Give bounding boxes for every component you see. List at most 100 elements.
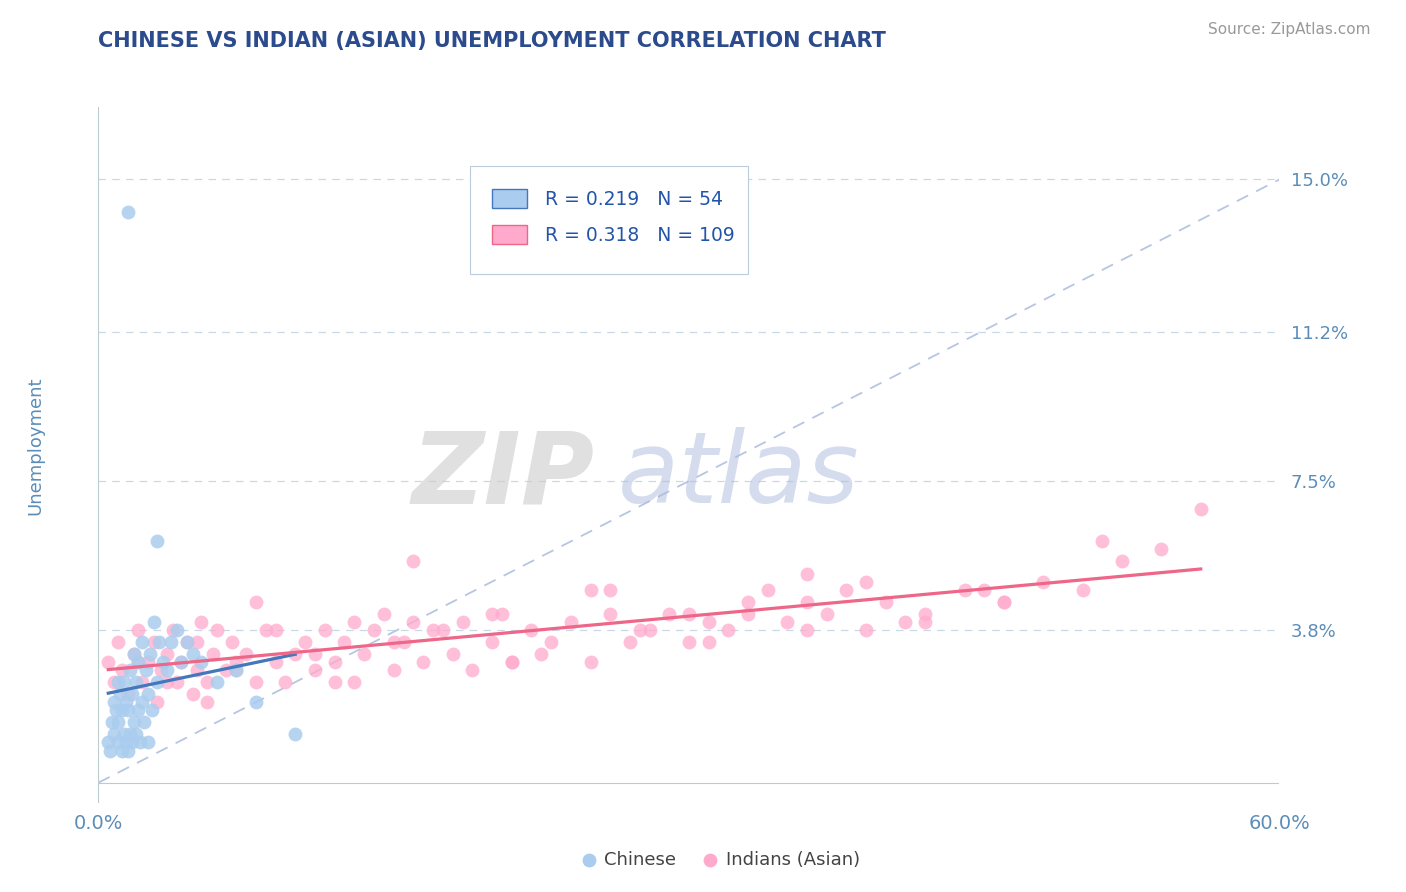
Point [402,554,425,568]
Point [796,566,818,581]
Point [127,703,149,717]
Point [1150,542,1173,557]
Point [160,635,183,649]
Point [323,655,346,669]
Point [107,735,129,749]
Point [353,647,375,661]
Point [201,647,224,661]
Text: CHINESE VS INDIAN (ASIAN) UNEMPLOYMENT CORRELATION CHART: CHINESE VS INDIAN (ASIAN) UNEMPLOYMENT C… [98,31,886,51]
Point [245,595,267,609]
Point [461,663,484,677]
Point [117,204,139,219]
Point [103,695,125,709]
Point [170,655,193,669]
Point [125,727,148,741]
Point [150,663,173,677]
Point [284,647,307,661]
Point [127,655,149,669]
Point [111,743,134,757]
Text: Source: ZipAtlas.com: Source: ZipAtlas.com [1208,22,1371,37]
Point [579,655,602,669]
Text: R = 0.219   N = 54: R = 0.219 N = 54 [546,190,723,209]
Point [127,623,149,637]
Point [111,663,134,677]
Point [638,623,661,637]
Point [756,582,779,597]
Point [148,635,170,649]
Point [894,615,917,629]
Point [181,647,204,661]
Point [127,655,149,669]
Point [855,574,877,589]
Point [215,663,238,677]
Point [815,607,838,621]
Point [118,663,141,677]
Point [117,743,139,757]
Point [619,635,641,649]
Point [156,647,179,661]
Point [658,607,681,621]
Point [235,647,257,661]
Point [186,663,208,677]
Point [796,595,818,609]
Point [422,623,444,637]
Point [432,623,454,637]
Point [796,623,818,637]
Point [136,655,159,669]
Point [481,635,503,649]
Point [599,582,621,597]
Point [323,675,346,690]
Point [128,735,150,749]
Bar [471,166,748,274]
Point [274,675,297,690]
Point [142,615,165,629]
Point [138,647,160,661]
Point [107,675,129,690]
Point [343,615,366,629]
Point [481,607,503,621]
Point [135,663,157,677]
Point [304,647,326,661]
Point [363,623,385,637]
Point [132,715,155,730]
Point [225,663,247,677]
Point [1189,502,1212,516]
Point [697,635,720,649]
Point [441,647,464,661]
Point [146,695,169,709]
Point [141,703,163,717]
Point [152,655,174,669]
Point [131,635,153,649]
Point [333,635,356,649]
Point [146,534,169,549]
Point [156,663,179,677]
Point [314,623,336,637]
Point [131,675,153,690]
Point [142,635,165,649]
Point [264,623,287,637]
Point [136,687,159,701]
Point [205,675,228,690]
Point [190,615,212,629]
FancyBboxPatch shape [492,189,527,208]
Point [491,607,513,621]
Point [697,615,720,629]
Point [599,607,621,621]
Point [373,607,395,621]
Point [1032,574,1054,589]
Point [105,703,128,717]
Point [914,615,936,629]
FancyBboxPatch shape [492,225,527,244]
Point [115,695,138,709]
Text: Chinese: Chinese [605,851,676,869]
Text: Indians (Asian): Indians (Asian) [725,851,859,869]
Point [678,635,700,649]
Point [1091,534,1114,549]
Point [382,635,405,649]
Point [579,582,602,597]
Point [737,595,759,609]
Point [225,663,247,677]
Point [176,635,198,649]
Point [131,695,153,709]
Text: ZIP: ZIP [412,427,595,524]
